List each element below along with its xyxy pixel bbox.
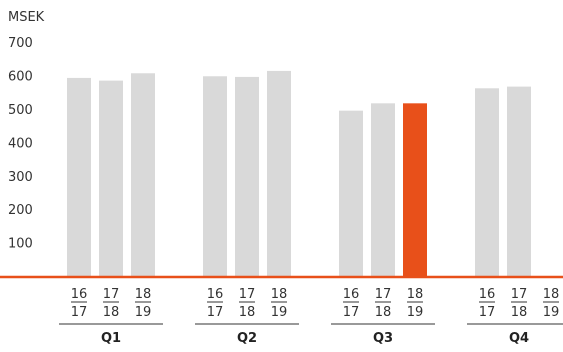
bar bbox=[475, 88, 499, 277]
period-label-bottom: 17 bbox=[71, 305, 88, 320]
quarter-label: Q3 bbox=[373, 331, 393, 346]
bar bbox=[235, 76, 259, 276]
bar bbox=[371, 103, 395, 277]
bar bbox=[203, 76, 227, 276]
bar bbox=[339, 110, 363, 276]
period-label-bottom: 19 bbox=[135, 305, 152, 320]
period-label-bottom: 18 bbox=[103, 305, 120, 320]
bar bbox=[267, 70, 291, 276]
bar bbox=[67, 77, 91, 276]
period-label-top: 18 bbox=[407, 287, 424, 302]
period-label-bottom: 17 bbox=[479, 305, 496, 320]
period-label-bottom: 18 bbox=[511, 305, 528, 320]
period-label-top: 18 bbox=[135, 287, 152, 302]
period-label-bottom: 19 bbox=[407, 305, 424, 320]
quarter-label: Q4 bbox=[509, 331, 529, 346]
y-tick-label: 400 bbox=[8, 136, 33, 151]
y-tick-label: 700 bbox=[8, 36, 33, 51]
bar bbox=[131, 73, 155, 277]
period-label-top: 17 bbox=[239, 287, 256, 302]
period-label-top: 18 bbox=[271, 287, 288, 302]
quarter-label: Q2 bbox=[237, 331, 257, 346]
y-tick-label: 600 bbox=[8, 70, 33, 85]
period-label-top: 17 bbox=[511, 287, 528, 302]
period-label-bottom: 17 bbox=[207, 305, 224, 320]
quarter-labels: Q1 Q2 Q3 Q4 bbox=[59, 323, 563, 346]
period-label-bottom: 18 bbox=[239, 305, 256, 320]
period-label-top: 16 bbox=[479, 287, 496, 302]
period-label-bottom: 17 bbox=[343, 305, 360, 320]
y-axis-unit-label: MSEK bbox=[8, 10, 45, 25]
period-label-top: 17 bbox=[375, 287, 392, 302]
period-label-top: 16 bbox=[343, 287, 360, 302]
y-tick-label: 200 bbox=[8, 203, 33, 218]
bar-highlight bbox=[403, 103, 427, 277]
period-label-top: 16 bbox=[207, 287, 224, 302]
y-tick-label: 300 bbox=[8, 170, 33, 185]
period-label-top: 16 bbox=[71, 287, 88, 302]
y-tick-labels: 100 200 300 400 500 600 700 bbox=[8, 36, 33, 251]
y-tick-label: 100 bbox=[8, 237, 33, 252]
period-label-bottom: 19 bbox=[271, 305, 288, 320]
quarter-label: Q1 bbox=[101, 331, 121, 346]
y-tick-label: 500 bbox=[8, 103, 33, 118]
period-label-bottom: 18 bbox=[375, 305, 392, 320]
bar bbox=[507, 86, 531, 276]
period-label-bottom: 19 bbox=[543, 305, 560, 320]
x-period-labels: 16 17 17 18 18 19 16 17 17 18 18 19 16 17 17 18 18 19 16 17… bbox=[71, 287, 560, 320]
bars bbox=[67, 70, 531, 277]
period-label-top: 17 bbox=[103, 287, 120, 302]
bar bbox=[99, 80, 123, 276]
period-label-top: 18 bbox=[543, 287, 560, 302]
